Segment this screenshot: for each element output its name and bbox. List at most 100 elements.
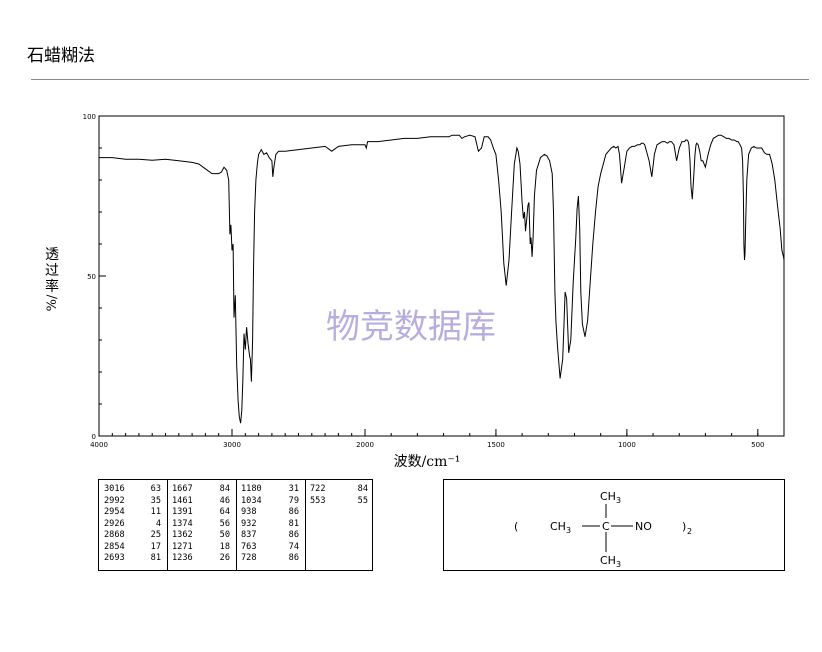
peak-wavenumber: 763 <box>241 541 257 552</box>
x-tick-label: 1000 <box>618 441 636 449</box>
y-tick-label: 100 <box>83 113 96 121</box>
close-paren: ) <box>682 520 686 533</box>
peak-column: 722 84 553 55 <box>305 480 374 570</box>
title-divider <box>31 79 809 80</box>
peak-transmittance: 64 <box>219 507 230 517</box>
peak-wavenumber: 932 <box>241 518 257 529</box>
peak-row: 1667 84 <box>167 484 236 494</box>
peak-transmittance: 18 <box>219 541 230 552</box>
peak-wavenumber: 1236 <box>172 553 193 563</box>
peak-row: 728 86 <box>236 553 305 563</box>
peak-wavenumber: 2954 <box>104 507 125 517</box>
page-title: 石蜡糊法 <box>27 46 95 66</box>
peak-row: 2693 81 <box>99 553 167 563</box>
peak-row: 1034 79 <box>236 496 305 506</box>
ir-spectrum-chart: 物竞数据库 4000 3000 2000 1500 1000 500 0 50 100 透过率%… <box>45 113 785 470</box>
peak-row: 932 81 <box>236 519 305 529</box>
peak-transmittance: 11 <box>150 507 161 517</box>
peak-transmittance: 31 <box>288 484 299 494</box>
peak-row: 2926 4 <box>99 519 167 529</box>
peak-column: 1180 31 1034 79 938 86 932 81 837 86 763 74 728 86 <box>236 480 306 570</box>
x-tick-label: 3000 <box>223 441 241 449</box>
peak-transmittance: 55 <box>357 495 368 506</box>
peak-wavenumber: 837 <box>241 530 257 540</box>
y-label-char: 透 <box>45 247 59 263</box>
peak-row: 1374 56 <box>167 519 236 529</box>
peak-transmittance: 81 <box>288 518 299 529</box>
peak-row: 2992 35 <box>99 496 167 506</box>
peak-transmittance: 84 <box>357 484 368 494</box>
peak-wavenumber: 1034 <box>241 495 262 506</box>
nitroso-group: NO <box>635 520 652 533</box>
peak-row: 722 84 <box>305 484 374 494</box>
structure-box: ( CH3 CH3 C NO CH3 ) 2 <box>443 479 785 571</box>
peak-transmittance: 63 <box>150 484 161 494</box>
peak-row: 1271 18 <box>167 542 236 552</box>
peak-wavenumber: 1461 <box>172 495 193 506</box>
peak-transmittance: 86 <box>288 530 299 540</box>
x-tick-label: 4000 <box>90 441 108 449</box>
watermark: 物竞数据库 <box>326 307 496 347</box>
peak-wavenumber: 1362 <box>172 530 193 540</box>
peak-wavenumber: 1374 <box>172 518 193 529</box>
peak-transmittance: 56 <box>219 518 230 529</box>
peak-transmittance: 79 <box>288 495 299 506</box>
x-tick-label: 500 <box>751 441 764 449</box>
x-tick-label: 1500 <box>487 441 505 449</box>
y-axis-label: 透过率%/ <box>45 247 60 311</box>
peak-transmittance: 4 <box>155 518 161 529</box>
peak-row: 2868 25 <box>99 530 167 540</box>
peak-wavenumber: 1667 <box>172 484 193 494</box>
peak-transmittance: 81 <box>150 553 161 563</box>
x-tick-label: 2000 <box>356 441 374 449</box>
peak-wavenumber: 2926 <box>104 518 125 529</box>
peak-row: 3016 63 <box>99 484 167 494</box>
peak-transmittance: 25 <box>150 530 161 540</box>
peak-wavenumber: 3016 <box>104 484 125 494</box>
y-tick-label: 0 <box>92 433 96 441</box>
peak-wavenumber: 722 <box>310 484 326 494</box>
spectrum-line <box>99 134 785 424</box>
peak-wavenumber: 728 <box>241 553 257 563</box>
y-label-unit: %/ <box>45 294 60 311</box>
peak-row: 1362 50 <box>167 530 236 540</box>
peak-row: 1180 31 <box>236 484 305 494</box>
bottom-methyl: CH3 <box>600 554 621 569</box>
central-carbon: C <box>602 520 610 533</box>
peak-wavenumber: 2992 <box>104 495 125 506</box>
peak-transmittance: 74 <box>288 541 299 552</box>
peak-transmittance: 46 <box>219 495 230 506</box>
peak-row: 1391 64 <box>167 507 236 517</box>
peak-transmittance: 35 <box>150 495 161 506</box>
peak-transmittance: 86 <box>288 507 299 517</box>
peak-wavenumber: 1180 <box>241 484 262 494</box>
peak-transmittance: 50 <box>219 530 230 540</box>
peak-wavenumber: 1271 <box>172 541 193 552</box>
open-paren: ( <box>514 520 518 533</box>
peak-transmittance: 86 <box>288 553 299 563</box>
left-methyl: CH3 <box>550 520 571 535</box>
top-methyl: CH3 <box>600 490 621 505</box>
y-tick-label: 50 <box>87 273 96 281</box>
peak-wavenumber: 2854 <box>104 541 125 552</box>
peak-wavenumber: 938 <box>241 507 257 517</box>
peak-wavenumber: 1391 <box>172 507 193 517</box>
structure-formula: ( CH3 CH3 C NO CH3 ) 2 <box>514 490 692 569</box>
peak-row: 763 74 <box>236 542 305 552</box>
peak-transmittance: 84 <box>219 484 230 494</box>
peak-row: 553 55 <box>305 496 374 506</box>
peak-transmittance: 26 <box>219 553 230 563</box>
x-axis-label: 波数/cm⁻¹ <box>394 454 461 470</box>
peak-column: 3016 63 2992 35 2954 11 2926 4 2868 25 2854 17 2693 8… <box>99 480 168 570</box>
y-label-char: 过 <box>45 263 59 279</box>
peak-row: 1236 26 <box>167 553 236 563</box>
plot-frame <box>98 115 785 437</box>
peak-transmittance: 17 <box>150 541 161 552</box>
peak-column: 1667 84 1461 46 1391 64 1374 56 1362 50 1271 18 1236… <box>167 480 237 570</box>
peak-row: 2854 17 <box>99 542 167 552</box>
peak-row: 2954 11 <box>99 507 167 517</box>
peak-row: 1461 46 <box>167 496 236 506</box>
peak-row: 837 86 <box>236 530 305 540</box>
peak-wavenumber: 2693 <box>104 553 125 563</box>
peak-row: 938 86 <box>236 507 305 517</box>
